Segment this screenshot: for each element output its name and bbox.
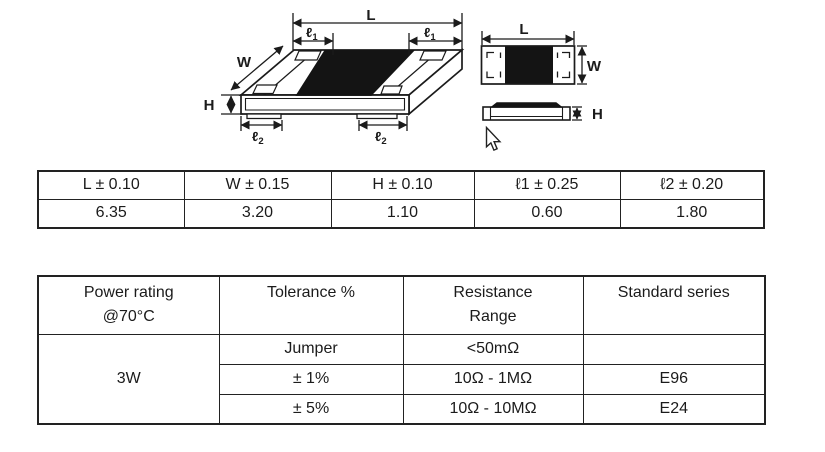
label-l1-right: ℓ1 [424,25,436,43]
resistive-element-side [489,102,564,108]
dim-header-h: H ± 0.10 [330,170,475,200]
dim-header-w: W ± 0.15 [183,170,332,200]
side-view [482,102,582,121]
dimensions-value-row: 6.35 3.20 1.10 0.60 1.80 [37,198,765,229]
chip-resistor-dimension-diagram: L W H ℓ1 ℓ1 ℓ2 ℓ2 L W [204,7,603,152]
tolerance-5pct: ± 5% [218,393,404,425]
series-5pct: E24 [582,393,766,425]
dim-value-l1: 0.60 [473,198,621,229]
spec-header-row: Power rating @70°C Tolerance % Resistanc… [37,275,766,335]
dimensions-table: L ± 0.10 W ± 0.15 H ± 0.10 ℓ1 ± 0.25 ℓ2 … [37,170,765,229]
label-length-top-view: L [519,21,528,38]
dimensions-header-row: L ± 0.10 W ± 0.15 H ± 0.10 ℓ1 ± 0.25 ℓ2 … [37,170,765,200]
dimension-lines-side-view [572,106,582,121]
label-l2-right: ℓ2 [375,129,387,147]
resistance-header-line1: Resistance [453,284,533,301]
label-width-top-view: W [587,58,602,75]
dim-value-w: 3.20 [183,198,332,229]
terminal-brackets-right [556,51,571,79]
chip-bottom-terminals [246,113,398,120]
chip-front-face [240,94,410,115]
resistance-1pct: 10Ω - 1MΩ [402,363,584,395]
chip-front-face-inner-line [244,97,406,111]
power-header-line1: Power rating [83,284,174,301]
spec-row-5pct: ± 5% 10Ω - 10MΩ E24 [38,393,766,425]
top-view [480,31,587,85]
resistive-element-3d [295,50,415,96]
series-1pct: E96 [582,363,766,395]
dim-value-l: 6.35 [37,198,185,229]
spec-header-tolerance: Tolerance % [218,275,404,335]
dim-header-l1: ℓ1 ± 0.25 [473,170,621,200]
specifications-table: Power rating @70°C Tolerance % Resistanc… [37,275,766,425]
perspective-view [221,13,465,131]
spec-header-resistance: Resistance Range [402,275,584,335]
resistance-5pct: 10Ω - 10MΩ [402,393,584,425]
dim-value-h: 1.10 [330,198,475,229]
dim-header-l: L ± 0.10 [37,170,185,200]
spec-row-jumper: 3W Jumper <50mΩ [37,333,766,425]
tolerance-1pct: ± 1% [218,363,404,395]
label-height-side-view: H [592,106,603,123]
mouse-cursor-icon [485,125,502,152]
series-jumper [582,333,766,365]
power-rating-value: 3W [37,333,220,425]
dim-value-l2: 1.80 [619,198,765,229]
label-l2-left: ℓ2 [252,129,264,147]
resistive-element-top [505,46,553,84]
side-view-outline [482,106,571,121]
label-l1-left: ℓ1 [306,25,318,43]
resistance-header-line2: Range [469,308,517,325]
side-view-inner-lines [489,107,564,120]
power-header-line2: @70°C [102,308,155,325]
spec-header-series: Standard series [582,275,766,335]
spec-header-power: Power rating @70°C [37,275,220,335]
terminal-notches [294,50,447,61]
tolerance-jumper: Jumper [218,333,404,365]
label-length-3d: L [366,7,375,24]
label-height-3d: H [204,97,215,114]
terminal-brackets-left [486,51,502,79]
label-width-3d: W [237,54,252,71]
spec-row-1pct: ± 1% 10Ω - 1MΩ E96 [38,363,766,395]
dim-header-l2: ℓ2 ± 0.20 [619,170,765,200]
dimension-lines-3d [221,13,463,131]
resistance-jumper: <50mΩ [402,333,584,365]
dimension-lines-top-view [481,31,587,85]
